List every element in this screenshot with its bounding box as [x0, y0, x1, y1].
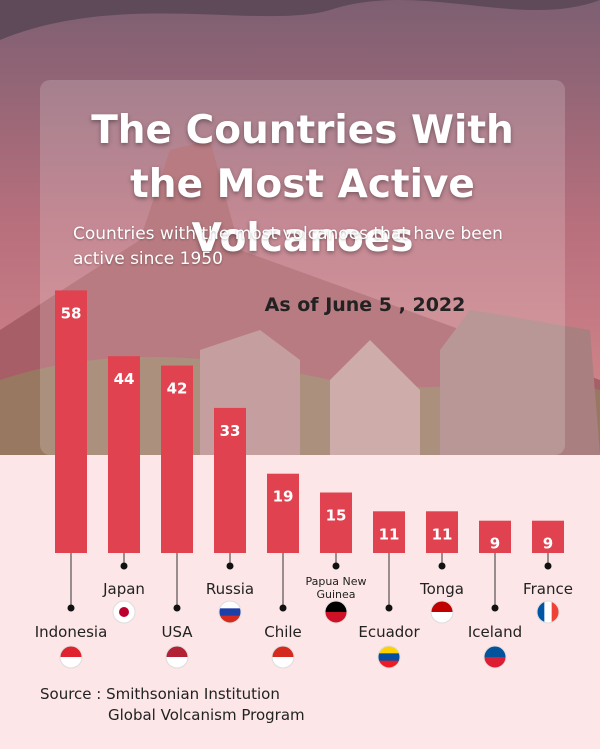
- dot: [173, 604, 181, 612]
- flag: [112, 600, 136, 624]
- house: [330, 340, 420, 455]
- value-label: 11: [432, 525, 453, 543]
- value-label: 42: [167, 380, 188, 398]
- x-tick-label: Papua New Guinea: [305, 575, 367, 601]
- dot: [120, 562, 128, 570]
- x-tick-label: USA: [161, 623, 193, 641]
- flag: [377, 645, 401, 669]
- x-tick-label: Iceland: [467, 623, 523, 641]
- value-label: 9: [543, 535, 553, 553]
- dot: [332, 562, 340, 570]
- bar: [532, 520, 564, 553]
- flag: [165, 645, 189, 669]
- dot: [385, 604, 393, 612]
- dot: [226, 562, 234, 570]
- subtitle: Countries with the most volcanoes that h…: [73, 224, 503, 269]
- source: Source : Smithsonian Institution Global …: [40, 684, 305, 726]
- x-tick-label: Ecuador: [358, 623, 420, 641]
- value-label: 11: [379, 525, 400, 543]
- value-label: 33: [220, 422, 241, 440]
- bar: [108, 356, 140, 553]
- dot: [67, 604, 75, 612]
- flag: [483, 645, 507, 669]
- flag: [536, 600, 560, 624]
- dot: [279, 604, 287, 612]
- value-label: 15: [326, 507, 347, 525]
- dot: [544, 562, 552, 570]
- bar: [426, 511, 458, 553]
- dot: [438, 562, 446, 570]
- bar: [320, 492, 352, 553]
- x-tick-label: Japan: [103, 580, 145, 598]
- annotation: As of June 5 , 2022: [264, 294, 466, 316]
- value-label: 44: [114, 370, 135, 388]
- smoke: [0, 0, 600, 40]
- value-label: 58: [61, 304, 82, 322]
- x-tick-label: Indonesia: [34, 623, 108, 641]
- bar: [161, 365, 193, 553]
- bar: [214, 407, 246, 553]
- flag: [59, 645, 83, 669]
- title: The Countries With the Most Active Volca…: [91, 108, 514, 261]
- value-label: 19: [273, 488, 294, 506]
- x-tick-label: Russia: [205, 580, 255, 598]
- x-tick-label: France: [523, 580, 573, 598]
- bar: [373, 511, 405, 553]
- flag: [430, 600, 454, 624]
- flag: [324, 600, 348, 624]
- panel: [40, 80, 565, 455]
- flag: [218, 600, 242, 624]
- x-tick-label: Tonga: [419, 580, 464, 598]
- source-line: Source : Smithsonian Institution: [40, 685, 280, 703]
- x-tick-label: Chile: [264, 623, 302, 641]
- bar: [267, 473, 299, 553]
- bar: [479, 520, 511, 553]
- dot: [491, 604, 499, 612]
- house: [440, 310, 600, 455]
- bar: [55, 290, 87, 553]
- source-line: Global Volcanism Program: [108, 706, 305, 724]
- flag: [271, 645, 295, 669]
- lower-background: [0, 455, 600, 749]
- value-label: 9: [490, 535, 500, 553]
